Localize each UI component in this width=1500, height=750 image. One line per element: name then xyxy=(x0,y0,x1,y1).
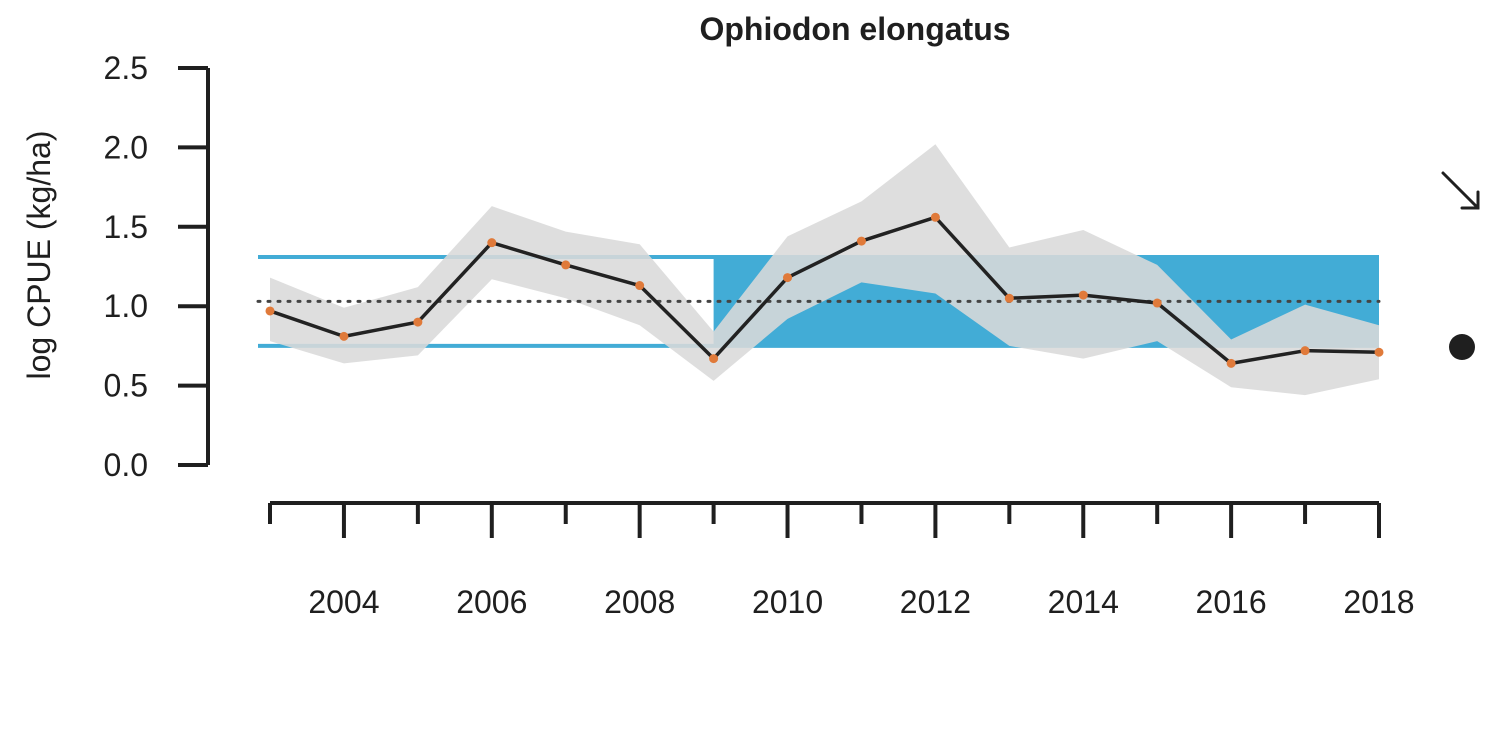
series-line-layer xyxy=(269,215,1380,366)
data-point-2003 xyxy=(265,306,275,316)
trend-arrow-down-right-icon xyxy=(1441,171,1480,210)
data-point-2017 xyxy=(1300,346,1310,356)
data-point-2018 xyxy=(1374,347,1384,357)
x-tick-label-2016: 2016 xyxy=(1196,584,1267,620)
x-tick-label-2014: 2014 xyxy=(1048,584,1119,620)
data-point-2012 xyxy=(930,212,940,222)
data-point-2006 xyxy=(487,238,497,248)
data-points-layer xyxy=(265,212,1384,368)
y-tick-label-0.0: 0.0 xyxy=(104,447,148,483)
confidence-interval xyxy=(270,144,1379,396)
mean-below-dot-icon xyxy=(1449,334,1475,360)
y-tick-label-2.5: 2.5 xyxy=(104,50,148,86)
y-tick-label-1.0: 1.0 xyxy=(104,288,148,324)
x-tick-label-2008: 2008 xyxy=(604,584,675,620)
data-point-2015 xyxy=(1152,298,1162,308)
x-axis: 2004 2006 2008 2010 2012 2014 2016 2018 xyxy=(268,501,1415,620)
x-tick-label-2006: 2006 xyxy=(456,584,527,620)
data-point-2013 xyxy=(1004,293,1014,303)
x-tick-label-2012: 2012 xyxy=(900,584,971,620)
y-axis: 0.0 0.5 1.0 1.5 2.0 2.5 xyxy=(104,50,210,483)
data-point-2004 xyxy=(339,331,349,341)
chart-title: Ophiodon elongatus xyxy=(699,11,1010,47)
data-point-2014 xyxy=(1078,290,1088,300)
x-tick-label-2010: 2010 xyxy=(752,584,823,620)
data-point-2011 xyxy=(856,236,866,246)
data-point-2009 xyxy=(709,354,719,364)
data-point-2008 xyxy=(635,281,645,291)
indicators xyxy=(1441,171,1480,360)
y-tick-label-0.5: 0.5 xyxy=(104,368,148,404)
y-tick-label-2.0: 2.0 xyxy=(104,129,148,165)
x-tick-label-2004: 2004 xyxy=(308,584,379,620)
confidence-interval-layer xyxy=(270,144,1379,396)
data-point-2007 xyxy=(561,260,571,270)
x-tick-label-2018: 2018 xyxy=(1343,584,1414,620)
data-point-2005 xyxy=(413,317,423,327)
y-tick-label-1.5: 1.5 xyxy=(104,209,148,245)
data-point-2016 xyxy=(1226,358,1236,368)
y-axis-label: log CPUE (kg/ha) xyxy=(21,131,57,380)
data-point-2010 xyxy=(783,273,793,283)
series-line xyxy=(269,215,1380,366)
